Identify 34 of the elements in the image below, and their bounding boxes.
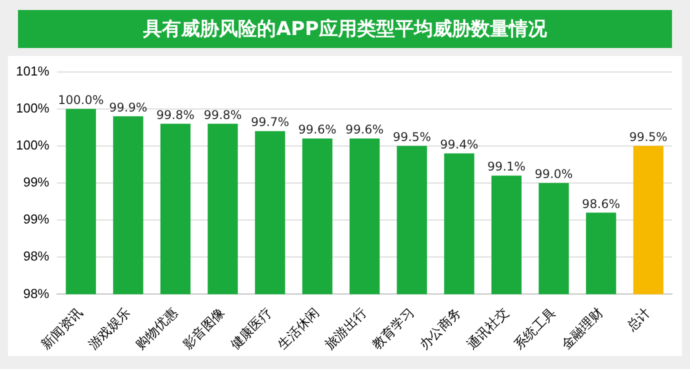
data-label: 99.5%: [392, 130, 431, 144]
x-tick-label: 游戏娱乐: [85, 304, 133, 352]
y-tick-label: 100%: [16, 138, 50, 153]
y-tick-label: 98%: [23, 286, 50, 301]
x-tick-label: 系统工具: [511, 304, 558, 352]
data-label: 99.4%: [440, 137, 478, 152]
data-label: 99.7%: [250, 115, 290, 130]
data-label: 99.5%: [629, 130, 668, 144]
x-tick-label: 旅游出行: [322, 304, 370, 352]
data-label: 99.8%: [156, 108, 195, 122]
y-tick-label: 99%: [23, 174, 50, 190]
x-tick-label: 教育学习: [369, 304, 417, 352]
chart-title: 具有威胁风险的APP应用类型平均威胁数量情况: [18, 10, 672, 48]
x-tick-label: 总计: [623, 304, 654, 334]
data-label: 98.6%: [582, 196, 620, 211]
y-tick-label: 100%: [16, 100, 50, 116]
x-tick-label: 新闻资讯: [38, 304, 86, 352]
data-label: 99.8%: [204, 108, 242, 122]
data-label: 99.6%: [298, 122, 336, 137]
data-label: 99.6%: [346, 122, 384, 137]
y-tick-label: 101%: [16, 63, 50, 78]
x-tick-label: 购物优惠: [132, 304, 180, 352]
y-tick-label: 98%: [23, 248, 50, 264]
x-tick-label: 通讯社交: [464, 304, 512, 352]
x-tick-label: 影音图像: [180, 304, 228, 352]
data-label: 100.0%: [58, 92, 104, 107]
y-tick-label: 99%: [23, 212, 50, 227]
data-label: 99.9%: [109, 100, 148, 114]
x-tick-label: 生活休闲: [274, 304, 322, 352]
x-tick-label: 健康医疗: [227, 304, 275, 352]
data-label: 99.1%: [487, 160, 526, 174]
x-tick-label: 金融理财: [558, 304, 606, 352]
data-label: 99.0%: [534, 167, 573, 182]
x-tick-label: 办公商务: [416, 304, 464, 352]
